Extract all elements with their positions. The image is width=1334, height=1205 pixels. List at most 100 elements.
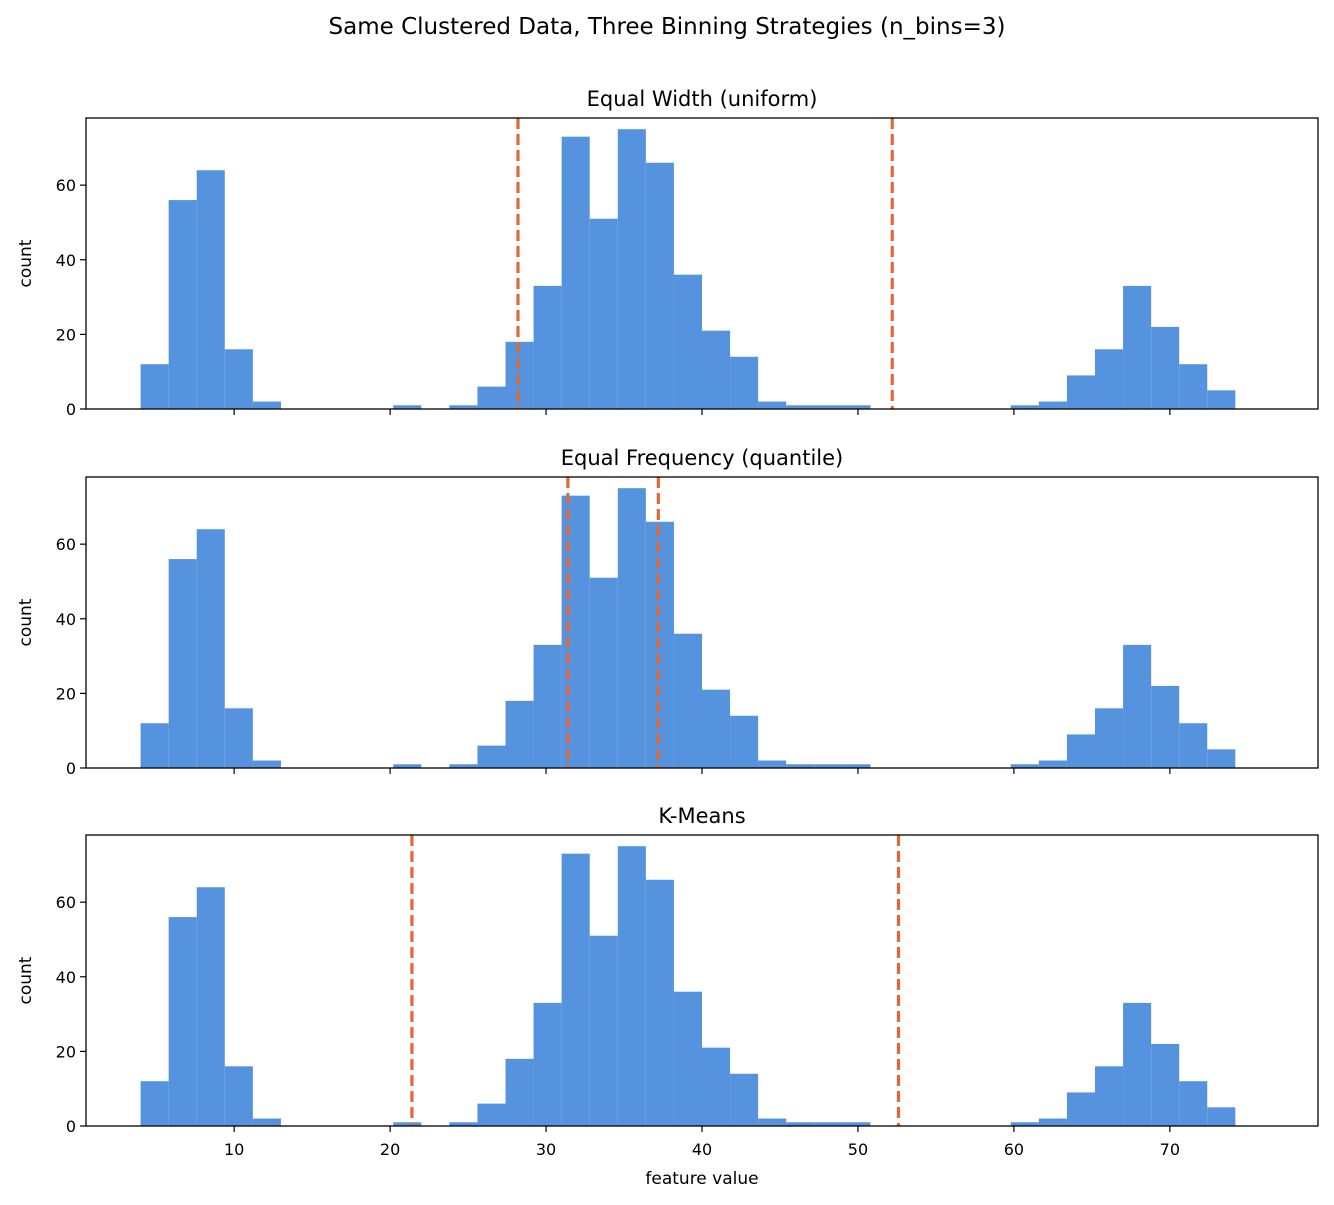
histogram-bar xyxy=(477,745,506,768)
histogram-bar xyxy=(224,1066,253,1126)
histogram-bar xyxy=(702,330,731,409)
x-tick-label: 40 xyxy=(692,1140,712,1159)
histogram-bar xyxy=(1038,401,1067,409)
histogram-bar xyxy=(814,405,843,409)
histogram-bar xyxy=(140,364,169,409)
histogram-bar xyxy=(1094,708,1124,768)
histogram-bar xyxy=(645,879,674,1126)
histogram-bar xyxy=(1066,375,1095,409)
histogram-bar xyxy=(1151,685,1180,768)
panel-title: Equal Frequency (quantile) xyxy=(561,446,843,470)
histogram-bar xyxy=(1038,760,1067,768)
histogram-bar xyxy=(842,1122,871,1126)
histogram-bar xyxy=(617,846,646,1126)
histogram-bar xyxy=(393,1122,422,1126)
histogram-bar xyxy=(505,700,534,768)
histogram-bar xyxy=(1010,764,1039,768)
y-tick-label: 20 xyxy=(56,684,76,703)
y-axis-label: count xyxy=(16,239,36,287)
y-tick-label: 40 xyxy=(56,251,76,270)
histogram-bar xyxy=(758,1118,787,1126)
histogram-bar xyxy=(589,935,618,1126)
histogram-bars xyxy=(140,846,1236,1126)
histogram-bar xyxy=(196,887,225,1126)
histogram-bar xyxy=(561,136,590,409)
histogram-bar xyxy=(786,764,815,768)
histogram-bar xyxy=(1038,1118,1067,1126)
y-axis-label: count xyxy=(16,598,36,646)
histogram-bar xyxy=(842,764,871,768)
histogram-bar xyxy=(1179,1081,1208,1126)
y-tick-label: 60 xyxy=(56,535,76,554)
x-axis-label: feature value xyxy=(645,1169,758,1189)
histogram-bar xyxy=(449,1122,478,1126)
histogram-bar xyxy=(196,529,225,768)
bin-edge-lines xyxy=(516,118,894,409)
histogram-bar xyxy=(758,760,787,768)
histogram-bar xyxy=(252,760,281,768)
histogram-bar xyxy=(393,764,422,768)
histogram-bar xyxy=(842,405,871,409)
histogram-bar xyxy=(224,349,253,409)
y-tick-label: 60 xyxy=(56,893,76,912)
x-tick-label: 50 xyxy=(848,1140,868,1159)
histogram-bar xyxy=(1094,349,1124,409)
y-tick-label: 60 xyxy=(56,176,76,195)
histogram-bar xyxy=(252,401,281,409)
histogram-bar xyxy=(589,218,618,409)
histogram-bar xyxy=(168,917,197,1126)
bin-edge-lines xyxy=(410,835,901,1126)
histogram-bar xyxy=(814,1122,843,1126)
histogram-bar xyxy=(730,356,759,409)
histogram-bar xyxy=(589,577,618,768)
y-tick-label: 40 xyxy=(56,610,76,629)
y-tick-label: 0 xyxy=(66,759,76,778)
histogram-bar xyxy=(1066,734,1095,768)
bin-edge-lines xyxy=(566,477,660,768)
panel-title: Equal Width (uniform) xyxy=(587,87,818,111)
panel-title: K-Means xyxy=(658,804,745,828)
histogram-bar xyxy=(786,1122,815,1126)
histogram-bar xyxy=(702,689,731,768)
histogram-bar xyxy=(1207,749,1236,768)
histogram-bar xyxy=(561,853,590,1126)
histogram-bar xyxy=(505,1058,534,1126)
histogram-bar xyxy=(617,129,646,409)
y-tick-label: 40 xyxy=(56,968,76,987)
y-tick-label: 0 xyxy=(66,1117,76,1136)
y-tick-label: 20 xyxy=(56,325,76,344)
histogram-bar xyxy=(1123,285,1152,409)
histogram-bar xyxy=(1010,1122,1039,1126)
histogram-bar xyxy=(561,495,590,768)
histogram-bar xyxy=(786,405,815,409)
histogram-bar xyxy=(645,162,674,409)
x-tick-label: 30 xyxy=(536,1140,556,1159)
histogram-bars xyxy=(140,129,1236,409)
histogram-bar xyxy=(758,401,787,409)
histogram-bar xyxy=(617,488,646,768)
histogram-bar xyxy=(449,764,478,768)
histogram-bar xyxy=(730,1073,759,1126)
x-tick-label: 60 xyxy=(1004,1140,1024,1159)
histogram-bar xyxy=(393,405,422,409)
histogram-bar xyxy=(1123,1002,1152,1126)
histogram-bar xyxy=(673,633,702,768)
histogram-bar xyxy=(702,1047,731,1126)
histogram-bar xyxy=(224,708,253,768)
histogram-bar xyxy=(1094,1066,1124,1126)
histogram-bar xyxy=(673,274,702,409)
histogram-bar xyxy=(1151,1043,1180,1126)
histogram-bar xyxy=(730,715,759,768)
histogram-bar xyxy=(1207,390,1236,409)
histogram-bar xyxy=(1207,1107,1236,1126)
histogram-bar xyxy=(449,405,478,409)
histogram-bar xyxy=(1010,405,1039,409)
histogram-bar xyxy=(168,200,197,409)
panel-equal-width: Equal Width (uniform) count 0 20 40 60 xyxy=(16,87,1319,419)
x-tick-label: 70 xyxy=(1160,1140,1180,1159)
histogram-bar xyxy=(1179,364,1208,409)
histogram-bar xyxy=(533,1002,562,1126)
histogram-bar xyxy=(140,723,169,768)
histogram-bar xyxy=(533,285,562,409)
histogram-bar xyxy=(168,559,197,768)
